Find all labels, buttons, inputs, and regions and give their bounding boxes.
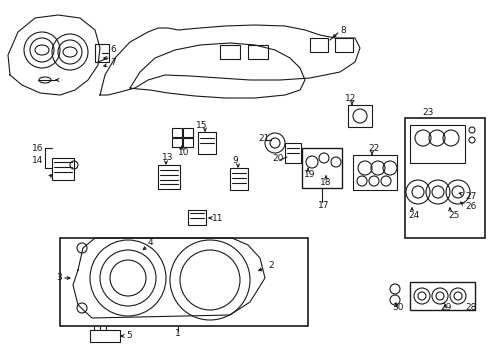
Text: 20: 20	[271, 153, 283, 162]
Text: 4: 4	[148, 238, 153, 247]
Bar	[220, 45, 240, 59]
Bar	[183, 128, 193, 137]
Text: 24: 24	[407, 211, 418, 220]
Text: 22: 22	[367, 144, 379, 153]
Text: 1: 1	[175, 328, 181, 338]
Text: 6: 6	[110, 45, 116, 54]
Text: 26: 26	[464, 202, 475, 211]
Text: 25: 25	[447, 211, 458, 220]
Bar	[183, 138, 193, 147]
Text: 17: 17	[317, 201, 329, 210]
Text: 23: 23	[421, 108, 432, 117]
Bar	[285, 143, 301, 163]
Bar	[95, 44, 109, 62]
Text: 5: 5	[126, 332, 131, 341]
Bar	[229, 168, 247, 190]
Text: 9: 9	[231, 156, 237, 165]
Text: 13: 13	[162, 153, 173, 162]
Bar	[90, 330, 120, 342]
Text: 15: 15	[196, 121, 207, 130]
Bar	[52, 158, 74, 180]
Text: 27: 27	[464, 192, 475, 201]
Bar	[247, 45, 267, 59]
Bar	[404, 118, 484, 238]
Text: 3: 3	[56, 274, 61, 283]
Text: 18: 18	[319, 177, 331, 186]
Text: 19: 19	[304, 170, 315, 179]
Text: 21: 21	[258, 134, 269, 143]
Text: 29: 29	[439, 303, 450, 312]
Bar	[334, 38, 352, 52]
Text: 8: 8	[339, 26, 345, 35]
Text: 28: 28	[464, 303, 475, 312]
Bar	[352, 155, 396, 190]
Bar	[172, 138, 182, 147]
Text: 10: 10	[178, 148, 189, 157]
Text: 16: 16	[32, 144, 43, 153]
Bar	[409, 125, 464, 163]
Text: 7: 7	[110, 58, 116, 67]
Bar	[198, 132, 216, 154]
Bar	[172, 128, 182, 137]
Text: 2: 2	[267, 261, 273, 270]
Bar	[347, 105, 371, 127]
Bar	[309, 38, 327, 52]
Text: 12: 12	[345, 94, 356, 103]
Bar	[409, 282, 474, 310]
Bar	[187, 210, 205, 225]
Text: 14: 14	[32, 156, 43, 165]
Bar	[302, 148, 341, 188]
Bar	[60, 238, 307, 326]
Bar	[158, 165, 180, 189]
Text: 30: 30	[391, 303, 403, 312]
Text: 11: 11	[212, 213, 223, 222]
